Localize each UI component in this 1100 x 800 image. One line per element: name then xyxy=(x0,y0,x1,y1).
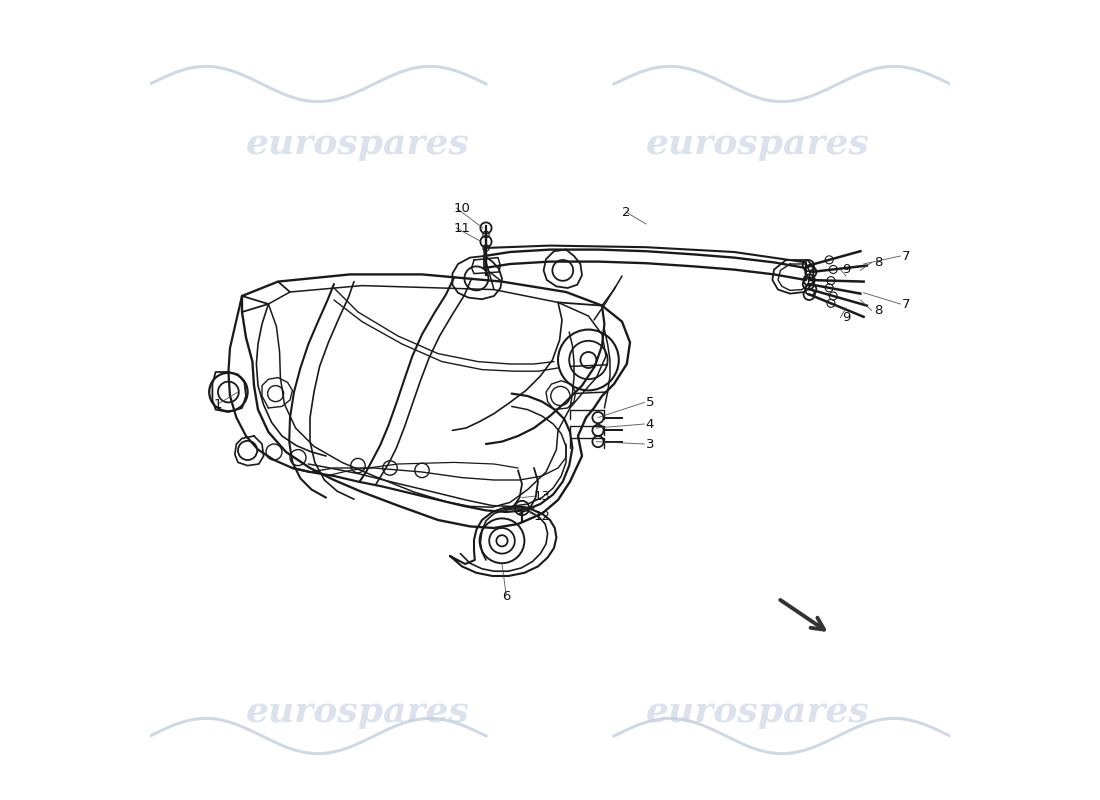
Text: 9: 9 xyxy=(842,311,850,324)
Text: 4: 4 xyxy=(646,418,654,430)
Text: eurospares: eurospares xyxy=(646,127,870,161)
Text: 2: 2 xyxy=(621,206,630,218)
Text: 1: 1 xyxy=(213,398,222,410)
Text: 9: 9 xyxy=(842,263,850,276)
Text: 5: 5 xyxy=(646,396,654,409)
Text: 11: 11 xyxy=(453,222,471,234)
Text: eurospares: eurospares xyxy=(646,695,870,729)
Text: eurospares: eurospares xyxy=(246,695,470,729)
Text: 7: 7 xyxy=(902,250,911,262)
Text: 6: 6 xyxy=(502,590,510,602)
Text: 13: 13 xyxy=(534,490,550,502)
Text: 8: 8 xyxy=(873,256,882,269)
Text: eurospares: eurospares xyxy=(246,127,470,161)
Text: 12: 12 xyxy=(534,510,550,522)
Text: 10: 10 xyxy=(453,202,471,214)
Text: 3: 3 xyxy=(646,438,654,450)
Text: 7: 7 xyxy=(902,298,911,310)
Text: 8: 8 xyxy=(873,304,882,317)
